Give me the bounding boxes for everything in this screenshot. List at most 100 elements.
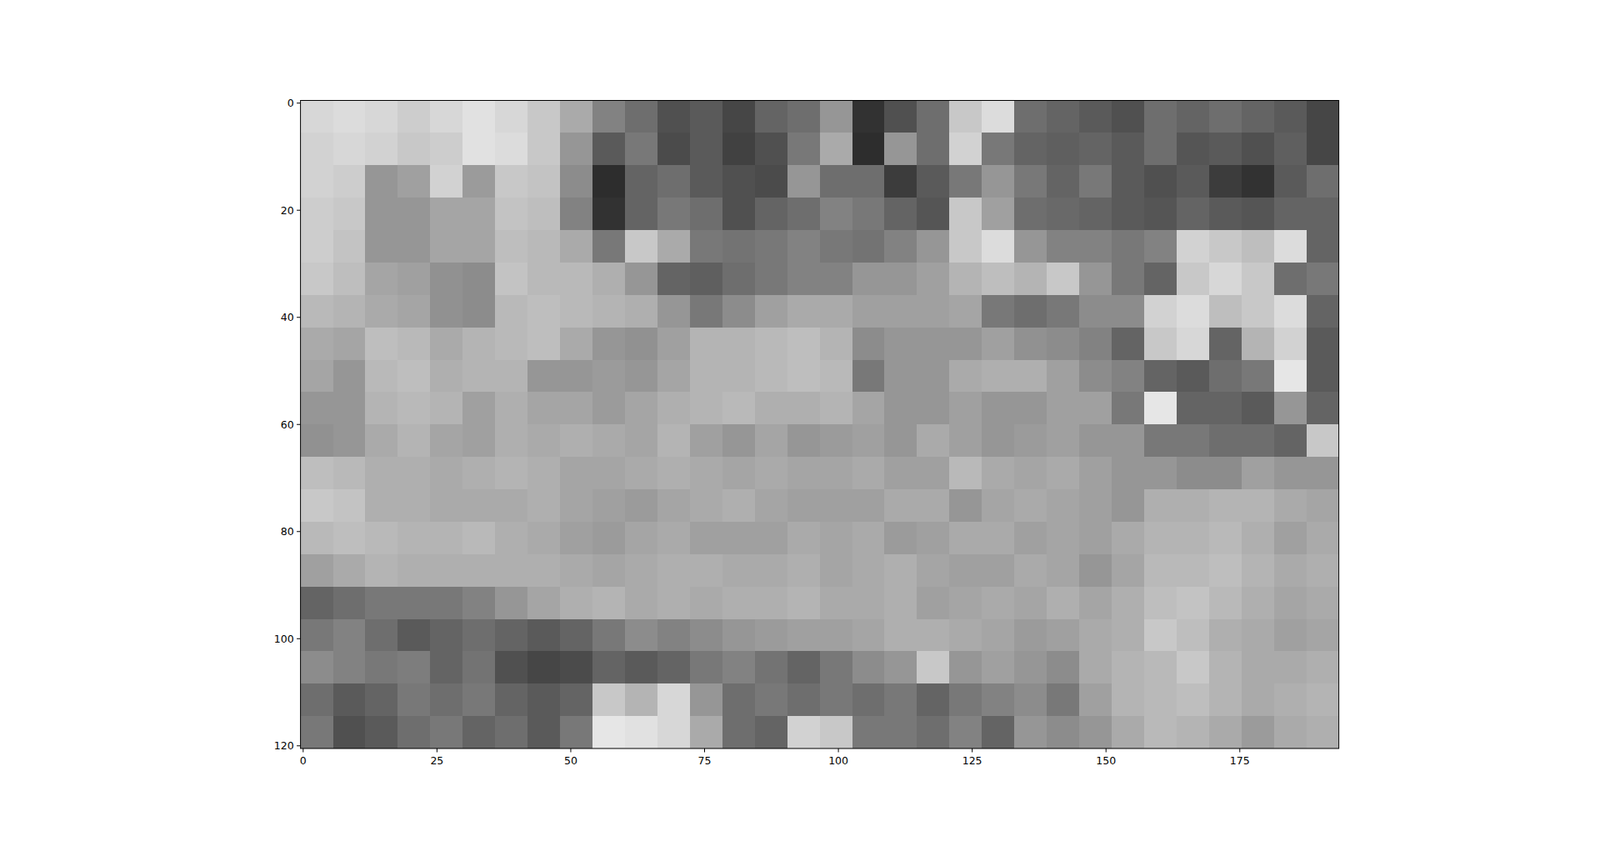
cell	[657, 360, 691, 393]
cell	[949, 165, 983, 198]
cell	[1046, 100, 1080, 134]
cell	[365, 391, 399, 425]
cell	[1306, 100, 1340, 134]
cell	[755, 554, 789, 587]
cell	[916, 391, 950, 425]
cell	[1014, 295, 1048, 328]
cell	[916, 295, 950, 328]
cell	[884, 360, 918, 393]
cell	[981, 295, 1015, 328]
cell	[430, 165, 464, 198]
cell	[1079, 554, 1113, 587]
cell	[1079, 132, 1113, 165]
cell	[981, 132, 1015, 165]
cell	[1241, 489, 1275, 522]
cell	[1306, 554, 1340, 587]
cell	[560, 327, 594, 360]
cell	[1144, 650, 1178, 684]
cell	[884, 715, 918, 749]
cell	[916, 165, 950, 198]
cell	[852, 262, 886, 295]
cell	[333, 165, 367, 198]
cell	[1046, 554, 1080, 587]
cell	[852, 715, 886, 749]
x-tick-label: 175	[1230, 754, 1250, 767]
cell	[333, 619, 367, 652]
cell	[690, 295, 724, 328]
cell	[884, 619, 918, 652]
cell	[787, 489, 821, 522]
cell	[333, 586, 367, 620]
cell	[916, 424, 950, 457]
cell	[462, 683, 496, 716]
cell	[690, 197, 724, 230]
cell	[1079, 650, 1113, 684]
cell	[722, 683, 756, 716]
cell	[397, 295, 431, 328]
cell	[365, 456, 399, 490]
cell	[462, 586, 496, 620]
cell	[820, 165, 854, 198]
cell	[1111, 489, 1145, 522]
cell	[690, 683, 724, 716]
cell	[787, 586, 821, 620]
cell	[657, 262, 691, 295]
cell	[462, 489, 496, 522]
cell	[1274, 295, 1308, 328]
cell	[916, 619, 950, 652]
cell	[916, 132, 950, 165]
cell	[722, 489, 756, 522]
cell	[333, 197, 367, 230]
cell	[1306, 197, 1340, 230]
cell	[690, 165, 724, 198]
cell	[1144, 683, 1178, 716]
cell	[1111, 197, 1145, 230]
y-tick	[296, 102, 301, 104]
cell	[1176, 327, 1210, 360]
cell	[527, 650, 561, 684]
cell	[916, 521, 950, 555]
cell	[755, 456, 789, 490]
cell	[787, 100, 821, 134]
cell	[1306, 230, 1340, 263]
cell	[820, 262, 854, 295]
cell	[1079, 295, 1113, 328]
cell	[333, 456, 367, 490]
cell	[625, 424, 659, 457]
cell	[333, 132, 367, 165]
cell	[300, 586, 335, 620]
cell	[527, 327, 561, 360]
cell	[560, 295, 594, 328]
cell	[787, 391, 821, 425]
cell	[949, 456, 983, 490]
cell	[722, 456, 756, 490]
cell	[527, 683, 561, 716]
cell	[916, 554, 950, 587]
cell	[495, 197, 529, 230]
cell	[1079, 197, 1113, 230]
cell	[592, 262, 626, 295]
cell	[690, 554, 724, 587]
cell	[462, 100, 496, 134]
cell	[1014, 327, 1048, 360]
cell	[1209, 683, 1243, 716]
cell	[527, 295, 561, 328]
cell	[1046, 456, 1080, 490]
cell	[1274, 424, 1308, 457]
cell	[300, 230, 335, 263]
cell	[462, 715, 496, 749]
cell	[949, 230, 983, 263]
cell	[755, 715, 789, 749]
cell	[1209, 554, 1243, 587]
figure: 0255075100125150175020406080100120	[0, 0, 1600, 841]
cell	[820, 360, 854, 393]
cell	[690, 424, 724, 457]
cell	[916, 262, 950, 295]
cell	[755, 586, 789, 620]
cell	[722, 262, 756, 295]
cell	[333, 360, 367, 393]
cell	[592, 586, 626, 620]
cell	[300, 554, 335, 587]
cell	[495, 295, 529, 328]
cell	[787, 295, 821, 328]
